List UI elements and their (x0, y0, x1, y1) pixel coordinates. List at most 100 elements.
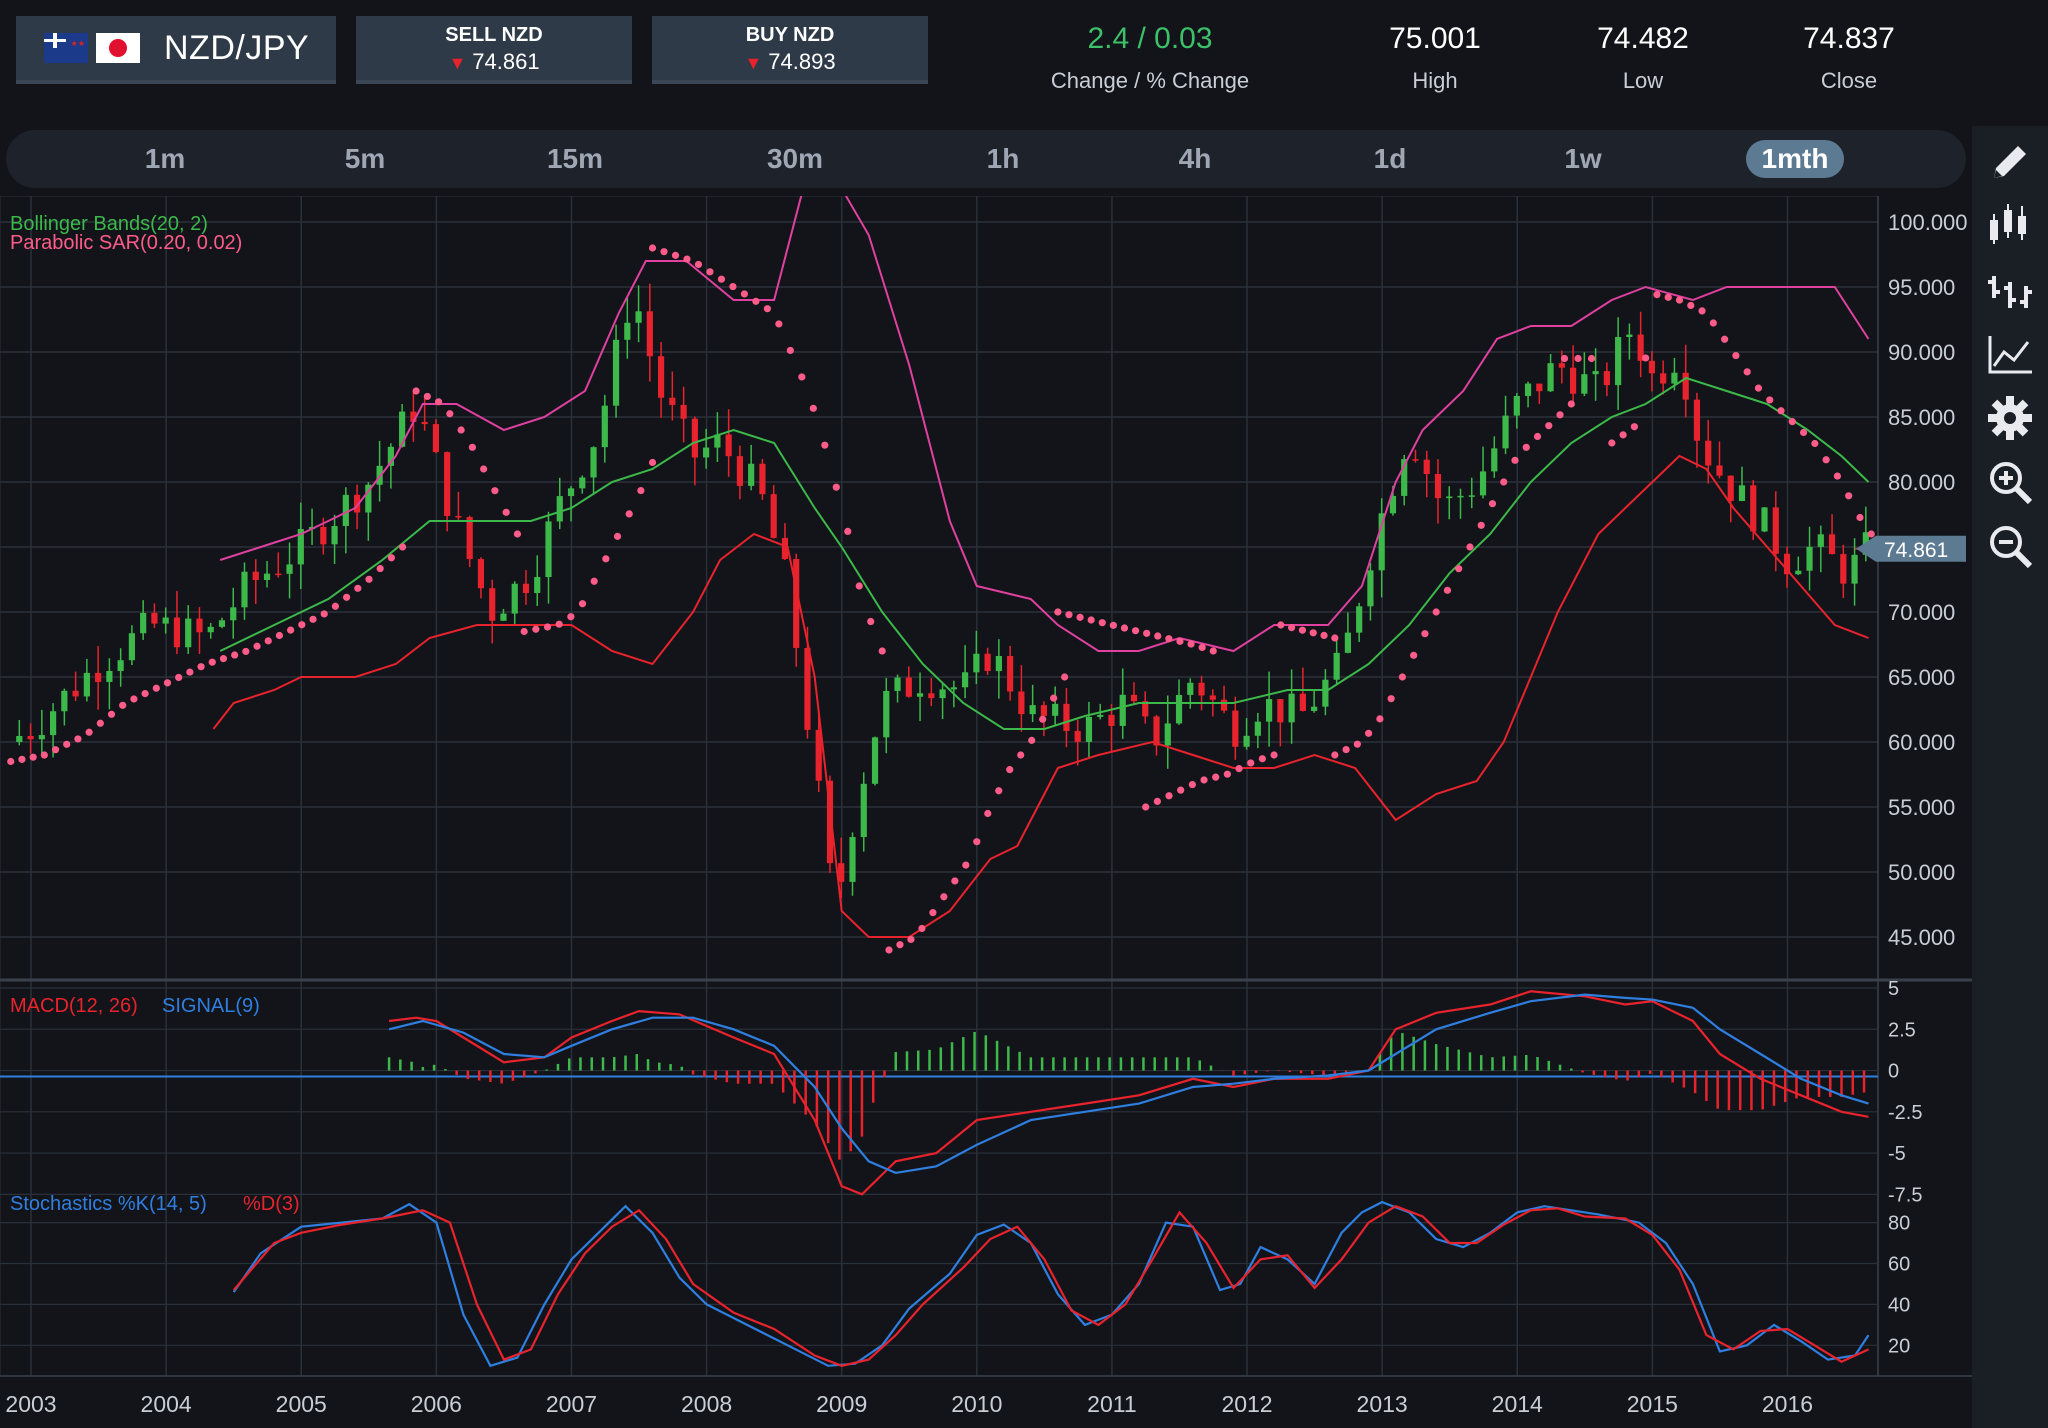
tab-1mth[interactable]: 1mth (1746, 140, 1844, 178)
y-tick-label: 90.000 (1888, 340, 1955, 365)
sar-dot (365, 575, 373, 583)
candle-body (49, 711, 57, 736)
close-label: Close (1820, 68, 1878, 93)
stoch-tick-label: 60 (1888, 1254, 1910, 1276)
candle-body (1052, 703, 1059, 716)
y-tick-label: 55.000 (1888, 795, 1955, 820)
sar-dot (1574, 354, 1582, 363)
candle-body (1187, 682, 1194, 695)
sar-dot (119, 701, 127, 709)
sar-dot (1709, 319, 1717, 327)
x-tick-label: 2007 (546, 1391, 597, 1417)
candle-body (83, 672, 90, 697)
down-arrow-icon: ▼ (448, 53, 467, 73)
sar-dot (940, 893, 948, 901)
candle-body (1164, 723, 1171, 746)
candle-body (1727, 475, 1734, 501)
zoom-out-icon[interactable] (1986, 522, 2034, 570)
sar-dot (457, 426, 465, 434)
tab-1d[interactable]: 1d (1373, 143, 1407, 174)
sar-dot (130, 695, 138, 703)
y-tick-label: 60.000 (1888, 730, 1955, 755)
sar-dot (480, 465, 488, 473)
sar-dot (1777, 407, 1785, 415)
sar-dot (219, 655, 228, 663)
sar-dot (885, 946, 893, 954)
sar-dot (1187, 640, 1195, 648)
tab-1w[interactable]: 1w (1564, 143, 1602, 174)
pair-selector[interactable]: NZD/JPY (16, 16, 336, 84)
sar-dot (637, 486, 645, 495)
sar-dot (1811, 439, 1819, 448)
sar-dot (775, 320, 783, 328)
sar-dot (832, 483, 840, 491)
stoch-d-line (232, 1204, 1869, 1367)
candlestick-icon[interactable] (1986, 200, 2034, 248)
sar-dot (1247, 759, 1255, 767)
tab-15m[interactable]: 15m (546, 143, 604, 174)
candle-body (1851, 554, 1858, 584)
candle-body (1648, 360, 1656, 374)
stat-change: 2.4 / 0.03 Change / % Change (1030, 22, 1270, 94)
high-value: 75.001 (1389, 22, 1481, 55)
candle-body (61, 690, 68, 712)
sar-dot (1398, 673, 1407, 681)
sar-dot (555, 620, 563, 628)
tab-5m[interactable]: 5m (344, 143, 386, 174)
candle-body (1063, 703, 1070, 731)
candle-body (635, 311, 642, 323)
sar-dot (855, 582, 863, 590)
sar-dot (163, 679, 172, 687)
sar-dot (786, 346, 794, 355)
candle-body (421, 421, 428, 425)
y-tick-label: 95.000 (1888, 275, 1955, 300)
gear-icon[interactable] (1986, 394, 2034, 442)
sell-label: SELL NZD (445, 24, 543, 46)
candle-body (657, 356, 665, 398)
tab-1m[interactable]: 1m (144, 143, 186, 174)
candle-body (1018, 691, 1025, 715)
candle-body (1581, 374, 1588, 394)
zoom-in-icon[interactable] (1986, 458, 2034, 506)
candle-body (1738, 485, 1746, 501)
ohlc-icon[interactable] (1986, 268, 2034, 316)
candle-body (196, 618, 203, 633)
change-value: 2.4 / 0.03 (1087, 22, 1213, 55)
bollinger-upper-line (219, 196, 1870, 653)
sar-dot (1766, 396, 1774, 404)
pencil-icon[interactable] (1986, 138, 2034, 186)
candle-body (16, 736, 23, 742)
candle-body (905, 677, 912, 697)
macd-tick-label: -5 (1888, 1143, 1906, 1165)
tab-4h[interactable]: 4h (1178, 143, 1212, 174)
sar-dot (798, 373, 806, 381)
sar-dot (995, 787, 1003, 795)
sar-dot (1154, 632, 1162, 640)
sar-dot (74, 735, 82, 743)
candle-body (1682, 372, 1689, 400)
candle-body (1828, 534, 1836, 555)
sar-dot (1200, 776, 1208, 784)
sar-dot (1076, 613, 1084, 621)
candle-body (1389, 495, 1397, 514)
tab-1h[interactable]: 1h (986, 143, 1020, 174)
sar-dot (446, 410, 454, 418)
sell-button[interactable]: SELL NZD ▼ 74.861 (356, 16, 632, 84)
close-value: 74.837 (1803, 22, 1895, 55)
candle-body (601, 405, 608, 448)
sar-dot (1309, 629, 1317, 637)
buy-button[interactable]: BUY NZD ▼ 74.893 (652, 16, 928, 84)
candle-body (185, 618, 192, 648)
sar-dot (1664, 293, 1672, 301)
price-chart[interactable]: 2003 2004 2005 2006 2007 2008 2009 2010 2011 2012… (0, 196, 1972, 1428)
candle-body (1243, 735, 1250, 747)
line-chart-icon[interactable] (1986, 330, 2034, 378)
candle-body (489, 588, 496, 621)
sar-dot (1698, 307, 1706, 315)
sar-dot (1198, 643, 1206, 652)
tab-30m[interactable]: 30m (766, 143, 824, 174)
sar-dot (671, 251, 680, 259)
sar-dot (752, 297, 760, 305)
candle-body (748, 463, 755, 486)
x-tick-label: 2003 (5, 1391, 56, 1417)
